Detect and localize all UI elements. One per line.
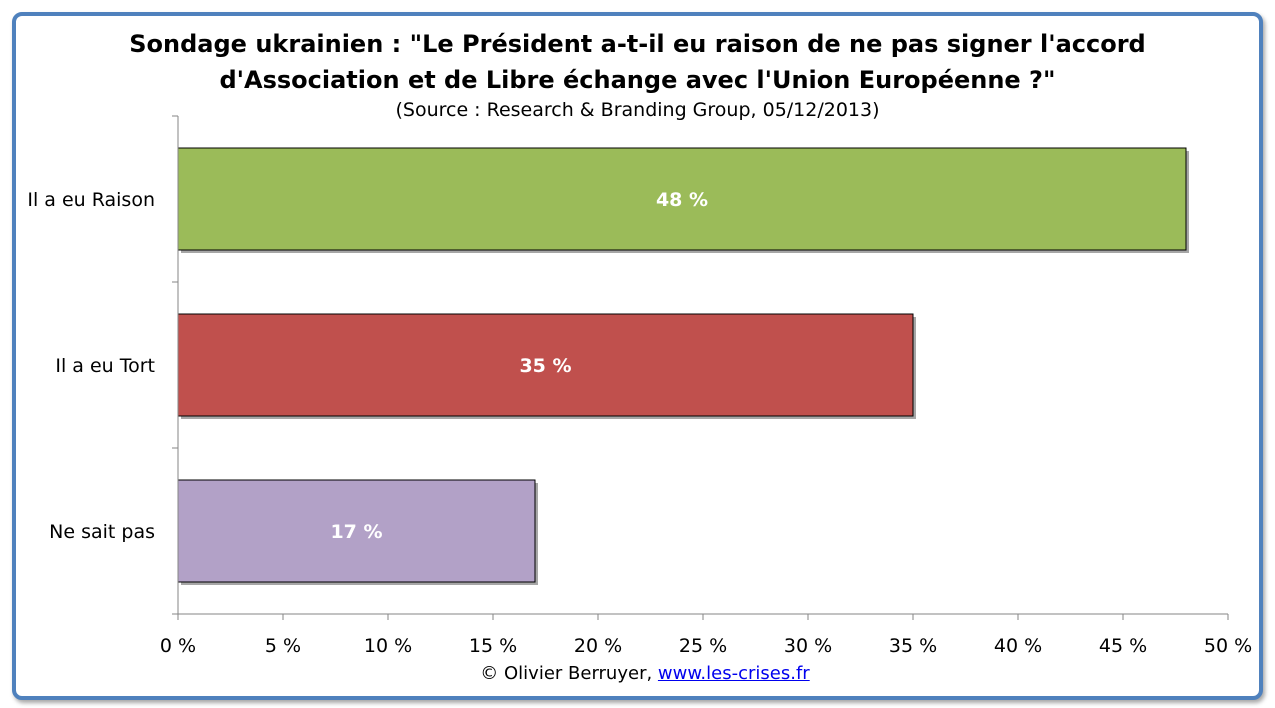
credit-line: © Olivier Berruyer, www.les-crises.fr <box>0 660 1275 688</box>
data-label: 17 % <box>330 521 382 543</box>
credit-author: © Olivier Berruyer, <box>480 663 653 684</box>
x-tick-label: 35 % <box>889 635 937 657</box>
x-tick-label: 5 % <box>265 635 301 657</box>
category-label: Il a eu Raison <box>27 189 155 211</box>
bar-1 <box>177 147 1187 251</box>
x-tick-label: 10 % <box>364 635 412 657</box>
x-tick-label: 30 % <box>784 635 832 657</box>
category-label: Il a eu Tort <box>55 355 155 377</box>
chart-title-line2: d'Association et de Libre échange avec l… <box>219 66 1056 94</box>
x-tick-label: 25 % <box>679 635 727 657</box>
x-tick-label: 40 % <box>994 635 1042 657</box>
credit-link[interactable]: www.les-crises.fr <box>657 663 810 684</box>
x-tick-label: 15 % <box>469 635 517 657</box>
bar-2 <box>177 313 914 417</box>
chart-title: Sondage ukrainien : "Le Président a-t-il… <box>129 30 1146 58</box>
bar-3 <box>177 479 536 583</box>
x-tick-label: 20 % <box>574 635 622 657</box>
data-label: 48 % <box>656 189 708 211</box>
x-tick-label: 45 % <box>1099 635 1147 657</box>
category-label: Ne sait pas <box>49 521 155 543</box>
x-tick-label: 0 % <box>160 635 196 657</box>
chart-subtitle: (Source : Research & Branding Group, 05/… <box>395 99 880 121</box>
x-tick-label: 50 % <box>1204 635 1252 657</box>
data-label: 35 % <box>519 355 571 377</box>
